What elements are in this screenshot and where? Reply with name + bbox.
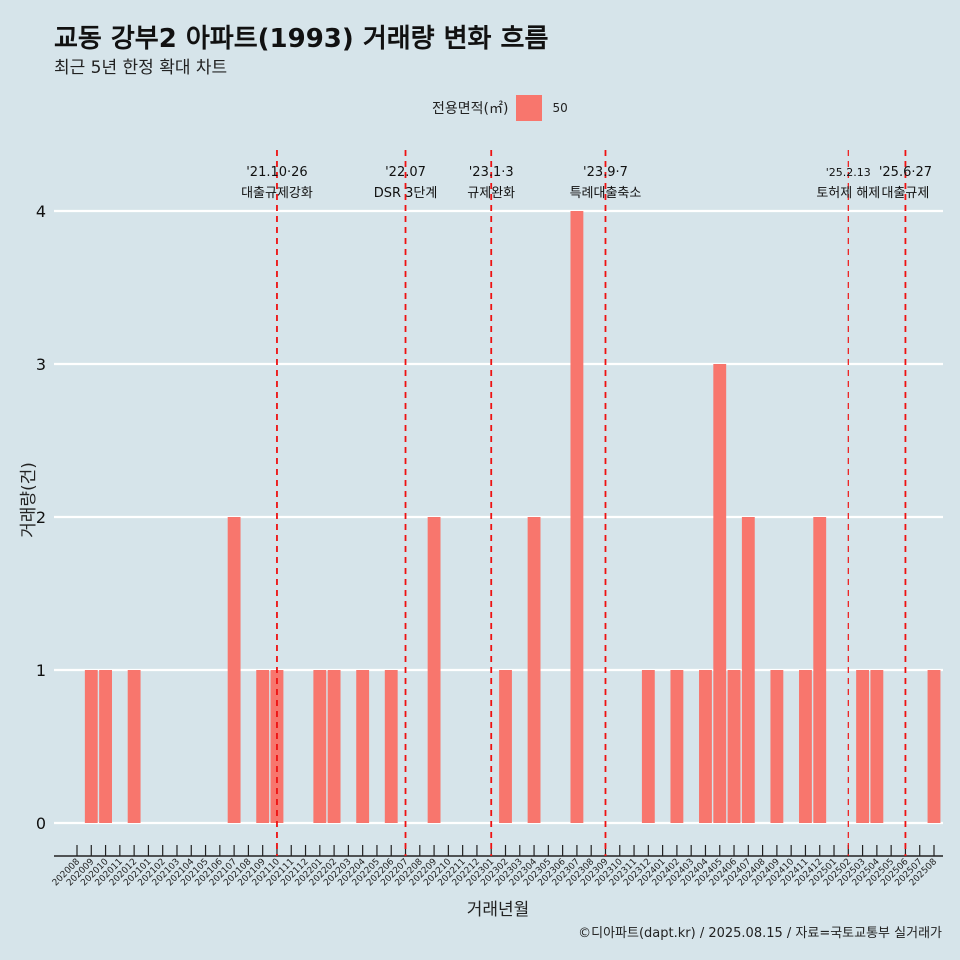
- bar: [570, 211, 584, 823]
- bar: [856, 670, 870, 823]
- event-date-label: '25.2.13: [826, 166, 871, 179]
- y-axis-title: 거래량(건): [19, 462, 39, 538]
- bar: [713, 364, 727, 823]
- event-label: 토허제 해제: [816, 186, 880, 201]
- event-date-label: '23.1·3: [469, 165, 514, 180]
- y-tick-label: 1: [36, 661, 46, 680]
- bar: [813, 517, 827, 823]
- legend-swatch: [516, 95, 543, 121]
- bar: [384, 670, 398, 823]
- event-date-label: '21.10·26: [246, 165, 307, 180]
- event-date-label: '25.6·27: [879, 165, 932, 180]
- x-axis-title: 거래년월: [467, 900, 530, 920]
- bar: [313, 670, 327, 823]
- bar: [927, 670, 941, 823]
- bar: [427, 517, 441, 823]
- bar: [327, 670, 341, 823]
- bar: [870, 670, 884, 823]
- bar: [127, 670, 141, 823]
- bar: [770, 670, 784, 823]
- event-date-label: '23.9·7: [583, 165, 628, 180]
- bar: [699, 670, 712, 823]
- bar: [227, 517, 241, 823]
- y-tick-label: 2: [36, 508, 46, 527]
- legend-title: 전용면적(㎡): [432, 101, 509, 117]
- caption: ©디아파트(dapt.kr) / 2025.08.15 / 자료=국토교통부 실…: [578, 926, 942, 941]
- chart-title: 교동 강부2 아파트(1993) 거래량 변화 흐름: [54, 24, 549, 54]
- y-tick-label: 3: [36, 355, 46, 374]
- legend-label: 50: [552, 101, 568, 115]
- bar: [741, 517, 755, 823]
- y-tick-label: 4: [36, 202, 46, 221]
- event-label: 대출규제: [882, 186, 930, 201]
- bar: [99, 670, 112, 823]
- bar: [799, 670, 812, 823]
- event-label: 특례대출축소: [570, 186, 642, 201]
- bar: [356, 670, 370, 823]
- event-date-label: '22.07: [385, 165, 426, 180]
- bar: [499, 670, 512, 823]
- bar: [727, 670, 741, 823]
- bar: [84, 670, 98, 823]
- y-tick-label: 0: [36, 814, 46, 833]
- event-label: DSR 3단계: [374, 186, 438, 201]
- event-label: 규제완화: [467, 186, 515, 201]
- event-label: 대출규제강화: [241, 186, 313, 201]
- bar: [527, 517, 541, 823]
- bar: [641, 670, 655, 823]
- bar: [256, 670, 270, 823]
- bar: [670, 670, 684, 823]
- chart-subtitle: 최근 5년 한정 확대 차트: [54, 58, 228, 78]
- legend: 전용면적(㎡) 50: [432, 94, 568, 122]
